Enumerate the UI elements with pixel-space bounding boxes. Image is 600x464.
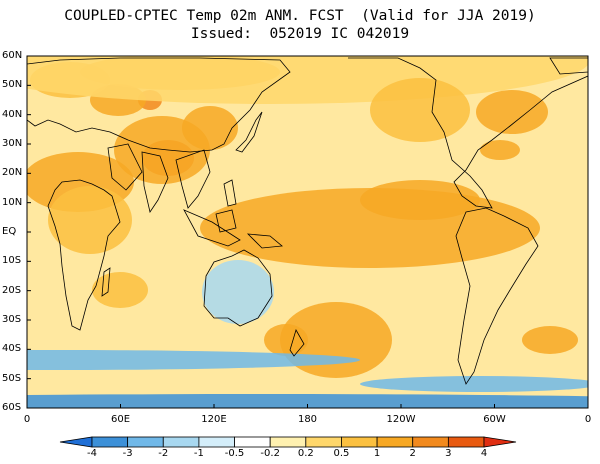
anomaly-region-southern-ocean-cool (360, 376, 588, 392)
colorbar-label: -4 (87, 448, 97, 459)
colorbar-swatch (341, 436, 378, 448)
colorbar-swatch (376, 436, 414, 448)
colorbar-label: 0.2 (297, 448, 314, 459)
coast-eurasia (27, 57, 291, 153)
coast-indonesia (183, 209, 241, 247)
lat-label: 10S (2, 255, 22, 267)
lat-label: 20N (2, 167, 23, 179)
colorbar-label: -2 (158, 448, 169, 459)
colorbar-swatch (305, 436, 342, 448)
lon-label: 0 (23, 414, 31, 425)
lon-label: 120W (386, 414, 416, 425)
anomaly-region-antarctic-cool (27, 394, 588, 408)
colorbar-swatch (198, 436, 235, 448)
lat-label: 50S (2, 372, 22, 384)
colorbar-label: 0.5 (333, 448, 350, 459)
anomaly-region-north-america-east-warm (476, 90, 548, 134)
coast-greenland (549, 57, 588, 75)
anomaly-region-africa-warm (92, 272, 148, 308)
coast-borneo (215, 209, 237, 233)
lat-label: 20S (2, 284, 22, 296)
anomaly-region-australia-cool (202, 260, 274, 324)
axis-ticks (26, 55, 589, 409)
coast-new-guinea (246, 233, 283, 249)
coastline-layer (27, 57, 588, 385)
colorbar-swatch (162, 436, 200, 448)
colorbar-swatch (127, 436, 164, 448)
lat-label: 40S (2, 343, 22, 355)
colorbar-swatch (91, 436, 129, 448)
colorbar-swatch (59, 436, 93, 448)
map-title: COUPLED-CPTEC Temp 02m ANM. FCST (Valid … (64, 8, 536, 24)
colorbar (59, 436, 517, 448)
colorbar-label: 2 (409, 448, 416, 459)
coast-south-america (455, 207, 539, 385)
colorbar-swatch (447, 436, 485, 448)
colorbar-label: -3 (122, 448, 133, 459)
colorbar-swatch (234, 436, 271, 448)
colorbar-swatch (269, 436, 307, 448)
coast-arabia (107, 143, 143, 191)
lat-label: EQ (2, 226, 17, 237)
coast-africa (47, 179, 121, 331)
anomaly-field-layer (27, 56, 588, 408)
coast-north-america (348, 57, 588, 209)
anomaly-region-africa-warm (48, 186, 132, 254)
anomaly-region-north-america-east-warm (480, 140, 520, 160)
lon-label: 60E (110, 414, 131, 425)
lat-label: 40N (2, 108, 23, 120)
coast-madagascar (101, 267, 111, 297)
lon-label: 60W (483, 414, 506, 425)
colorbar-label: -0.5 (224, 448, 245, 459)
coast-se-asia (175, 149, 211, 209)
anomaly-region-north-america-west-warm (370, 78, 470, 142)
lat-label: 60S (2, 402, 22, 413)
colorbar-label: 3 (445, 448, 452, 459)
colorbar-swatch (412, 436, 449, 448)
colorbar-swatch (483, 436, 517, 448)
lat-label: 30N (2, 138, 23, 149)
coast-japan (235, 111, 263, 153)
anomaly-region-south-pacific-warm (522, 326, 578, 354)
lat-label: 60N (2, 50, 23, 61)
anomaly-region-southern-ocean-cool (27, 350, 360, 370)
lat-label: 30S (2, 314, 22, 325)
colorbar-label: -0.2 (260, 448, 280, 459)
coast-india (141, 151, 169, 213)
anomaly-region-central-pacific-warm (360, 180, 480, 220)
anomaly-region-east-asia-warm (182, 106, 238, 150)
lat-label: 50N (2, 79, 23, 91)
map-subtitle: Issued: 052019 IC 042019 (190, 26, 410, 42)
colorbar-label: -1 (193, 448, 204, 459)
lat-label: 10N (2, 196, 23, 208)
coast-new-zealand (289, 328, 305, 357)
colorbar-label: 1 (373, 448, 381, 459)
coast-australia (203, 249, 273, 327)
coast-philippines (223, 179, 237, 207)
lon-label: 120E (201, 414, 227, 425)
lon-label: 180 (297, 414, 318, 425)
colorbar-label: 4 (480, 448, 488, 459)
lon-label: 0 (584, 414, 592, 425)
